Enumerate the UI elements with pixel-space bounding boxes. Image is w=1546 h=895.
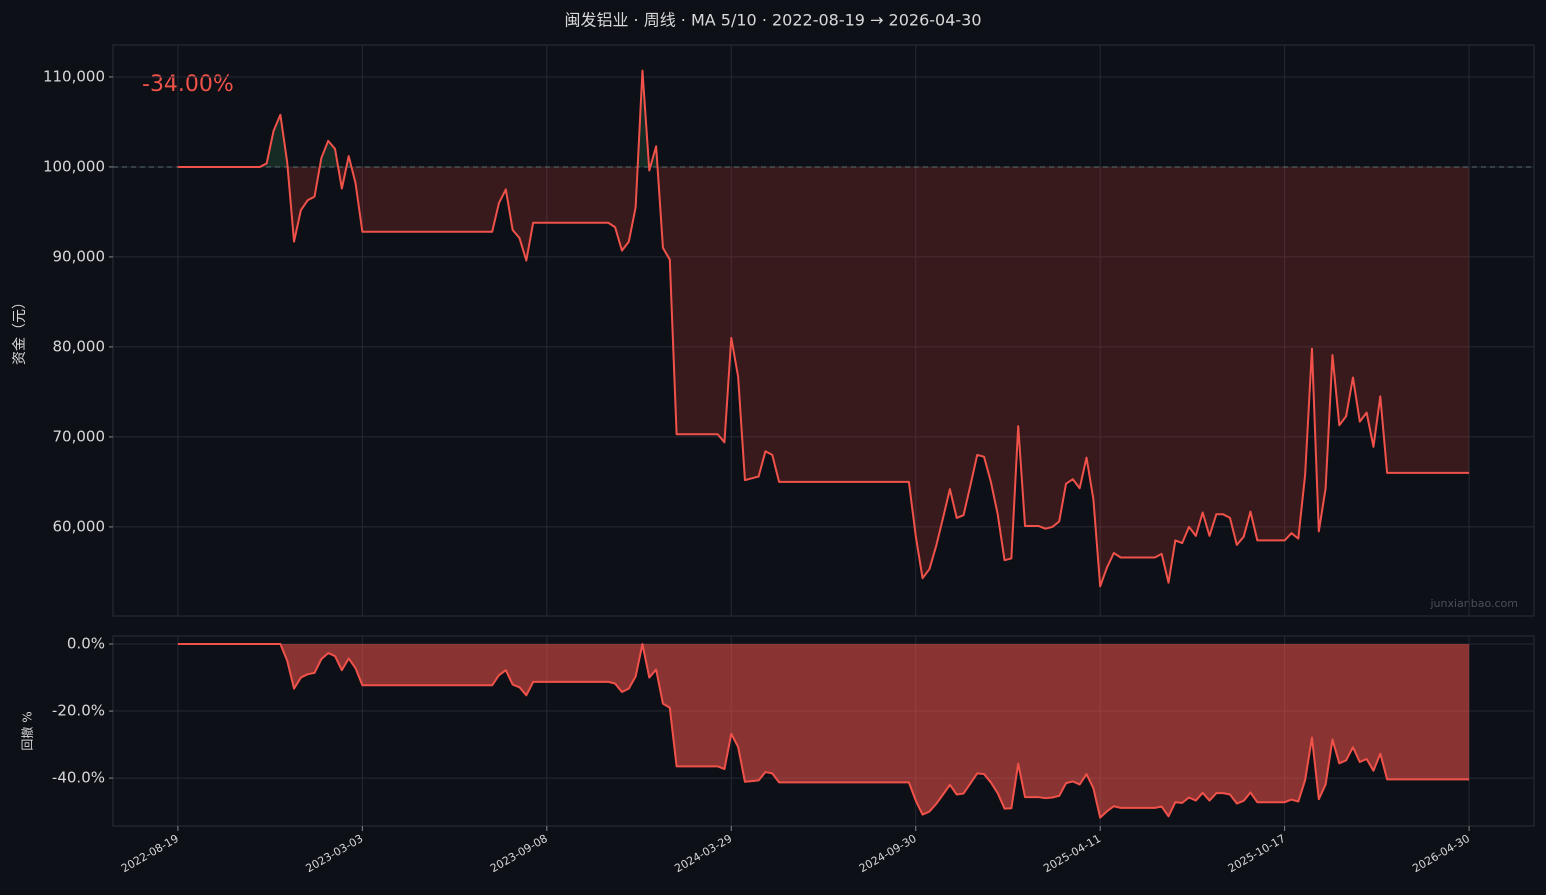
chart-title: 闽发铝业 · 周线 · MA 5/10 · 2022-08-19 → 2026-… [564,11,981,30]
equity-line [177,69,1470,588]
y-tick-label: 90,000 [53,247,106,265]
y-tick-label: 0.0% [67,635,105,653]
plot-frame [112,635,1535,827]
plot-frame [112,44,1535,617]
y-tick-label: 60,000 [53,517,106,535]
y-axis-label: 回撤 % [20,711,35,750]
y-tick-label: 70,000 [53,427,106,445]
y-axis-label: 资金（元） [12,295,28,365]
equity-line [177,643,1470,819]
equity-fill [287,166,1470,587]
return-annotation: -34.00% [142,72,234,97]
watermark: junxianbao.com [1429,597,1518,610]
y-tick-label: 80,000 [53,337,106,355]
y-tick-label: -20.0% [52,702,105,720]
drawdown-fill [177,644,1470,818]
y-tick-label: 110,000 [43,67,105,85]
y-tick-label: 100,000 [43,157,105,175]
y-tick-label: -40.0% [52,769,105,787]
